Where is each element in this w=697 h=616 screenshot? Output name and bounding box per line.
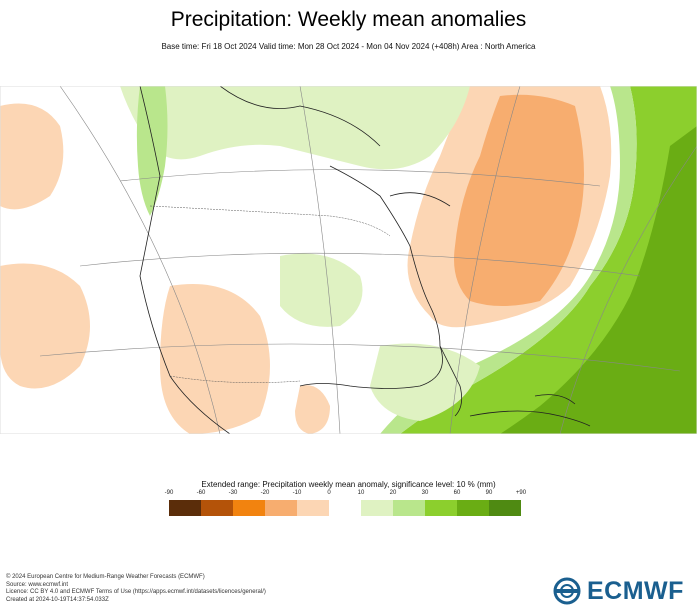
wet-light-midwest: [280, 253, 363, 327]
legend-tick-label: 90: [485, 490, 493, 496]
legend-swatch: [201, 500, 233, 516]
footer-source: Source: www.ecmwf.int: [6, 581, 69, 588]
legend-swatch: [393, 500, 425, 516]
legend-tick-label: 20: [389, 490, 397, 496]
dry-light-west-2: [0, 263, 90, 389]
legend-swatch: [265, 500, 297, 516]
legend-swatch: [457, 500, 489, 516]
legend-tick-label: 60: [453, 490, 461, 496]
wet-darker-atlantic: [500, 126, 697, 434]
footer-created: Created at 2024-10-19T14:37:54.033Z: [6, 596, 109, 603]
legend-color-bar: [169, 500, 521, 516]
legend-tick-label: -30: [228, 490, 238, 496]
dry-light-southeast: [295, 385, 330, 434]
footer-licence: Licence: CC BY 4.0 and ECMWF Terms of Us…: [6, 589, 266, 595]
legend-swatch: [297, 500, 329, 516]
legend-tick-label: 0: [327, 490, 331, 496]
legend-swatch: [489, 500, 521, 516]
legend-swatch: [233, 500, 265, 516]
legend-swatch: [169, 500, 201, 516]
legend-ticks: -90 -60 -30 -20 -10 0 10 20 30 60 90 +90: [164, 490, 527, 500]
dry-medium-atlantic: [454, 94, 584, 306]
wet-medium-pacific-coast: [136, 86, 168, 216]
legend-tick-label: +90: [515, 490, 527, 496]
legend-tick-label: -60: [196, 490, 206, 496]
wet-light-gulf: [370, 343, 480, 421]
page-title: Precipitation: Weekly mean anomalies: [170, 8, 527, 31]
legend-tick-label: -10: [292, 490, 302, 496]
footer-copyright: © 2024 European Centre for Medium-Range …: [6, 574, 205, 580]
coastlines: [139, 86, 591, 434]
legend-tick-label: 10: [357, 490, 365, 496]
dry-light-west-1: [0, 103, 64, 210]
legend-tick-label: 30: [421, 490, 429, 496]
legend-swatch: [361, 500, 393, 516]
legend-tick-label: -90: [164, 490, 174, 496]
precipitation-anomaly-map: [0, 86, 697, 434]
wet-light-north: [120, 86, 470, 170]
footer-credits: © 2024 European Centre for Medium-Range …: [6, 574, 266, 604]
legend-swatch: [425, 500, 457, 516]
legend-swatch: [329, 500, 361, 516]
dry-light-southwest: [160, 284, 270, 434]
ecmwf-logo-icon: [553, 577, 581, 605]
page-subtitle: Base time: Fri 18 Oct 2024 Valid time: M…: [161, 42, 536, 51]
legend-title: Extended range: Precipitation weekly mea…: [201, 480, 496, 489]
graticule: [39, 86, 697, 434]
ecmwf-logo-text: ECMWF: [587, 577, 684, 605]
borders: [149, 205, 391, 383]
legend-tick-label: -20: [260, 490, 270, 496]
